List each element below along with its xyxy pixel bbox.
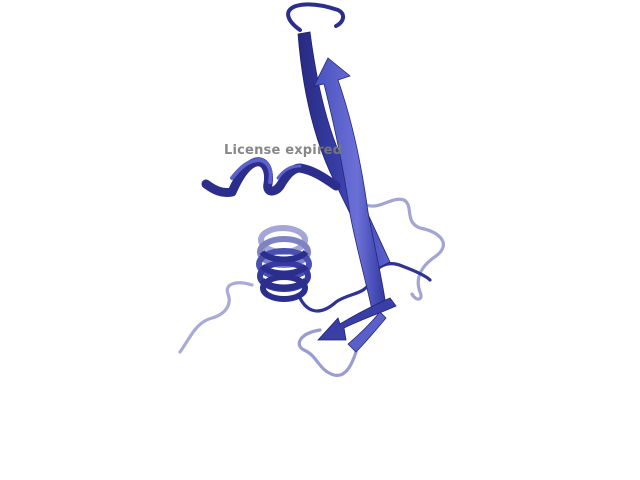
- beta-strand-3: [317, 297, 397, 341]
- beta-strand-3-back: [347, 311, 387, 353]
- beta-strand-2: [313, 57, 387, 311]
- coil-right-loop: [364, 197, 445, 301]
- beta-strand-1: [297, 31, 391, 269]
- coil-top-turn: [286, 2, 345, 32]
- coil-lower-right: [297, 328, 358, 377]
- license-expired-watermark: License expired: [224, 143, 343, 158]
- alpha-helix-coil: [256, 225, 312, 302]
- coil-n-terminus: [178, 281, 254, 354]
- alpha-helix-short: [201, 157, 341, 197]
